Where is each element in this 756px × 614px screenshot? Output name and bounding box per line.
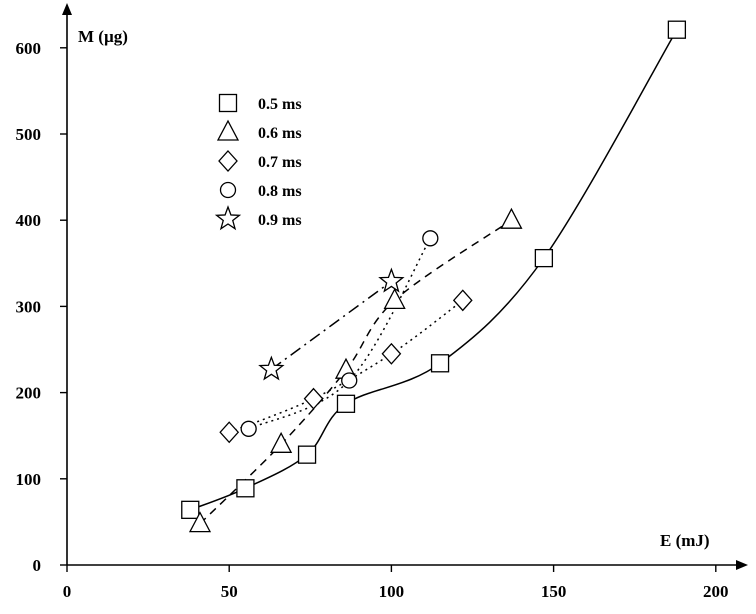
- y-tick-label: 600: [16, 39, 42, 58]
- x-tick-label: 100: [379, 582, 405, 601]
- y-tick-label: 200: [16, 384, 42, 403]
- data-point-triangle: [500, 207, 523, 229]
- data-point-diamond: [452, 289, 473, 312]
- legend-label: 0.7 ms: [258, 154, 302, 171]
- data-point-circle: [422, 230, 439, 247]
- data-point-triangle: [383, 287, 406, 310]
- series-line-triangle: [199, 219, 512, 525]
- y-tick-label: 500: [16, 125, 42, 144]
- x-axis-arrow: [736, 560, 748, 570]
- data-point-diamond: [381, 342, 402, 365]
- data-point-square: [236, 479, 255, 498]
- y-axis-arrow: [62, 3, 72, 15]
- legend-label: 0.8 ms: [258, 183, 302, 200]
- data-point-square: [430, 354, 450, 373]
- legend: 0.5 ms 0.6 ms 0.7 ms 0.8 ms 0.9 ms: [214, 93, 302, 231]
- series-line-square: [189, 29, 678, 511]
- legend-marker-circle: [219, 181, 237, 199]
- series-line-circle: [248, 237, 431, 430]
- series-markers: [181, 20, 687, 533]
- legend-marker-square: [218, 93, 238, 113]
- data-point-diamond: [303, 387, 324, 410]
- data-point-star: [378, 267, 405, 293]
- legend-marker-diamond: [218, 150, 238, 172]
- x-tick-label: 0: [63, 582, 72, 601]
- y-tick-label: 0: [33, 556, 42, 575]
- legend-label: 0.9 ms: [258, 212, 302, 229]
- y-tick-label: 300: [16, 297, 42, 316]
- data-point-square: [667, 20, 687, 39]
- axes: 0 50 100 150 200 0 100 200 300 400 500 600: [16, 3, 748, 601]
- data-point-square: [336, 394, 356, 413]
- legend-marker-star: [214, 205, 242, 231]
- data-point-circle: [341, 372, 358, 389]
- series-line-star: [270, 280, 392, 370]
- data-point-triangle: [188, 511, 212, 533]
- x-axis-label: E (mJ): [660, 531, 710, 550]
- y-axis-label: M (µg): [78, 27, 128, 46]
- y-tick-label: 400: [16, 211, 42, 230]
- data-point-square: [534, 248, 554, 268]
- x-tick-label: 200: [703, 582, 729, 601]
- data-point-square: [181, 500, 200, 519]
- legend-label: 0.5 ms: [258, 96, 302, 113]
- x-tick-label: 50: [221, 582, 238, 601]
- data-point-square: [297, 445, 317, 464]
- data-point-triangle: [270, 431, 293, 453]
- y-tick-label: 100: [16, 470, 42, 489]
- data-point-diamond: [219, 421, 240, 444]
- x-tick-label: 150: [541, 582, 567, 601]
- data-point-star: [258, 355, 285, 381]
- legend-marker-triangle: [216, 119, 240, 141]
- legend-label: 0.6 ms: [258, 125, 302, 142]
- data-point-circle: [240, 420, 257, 437]
